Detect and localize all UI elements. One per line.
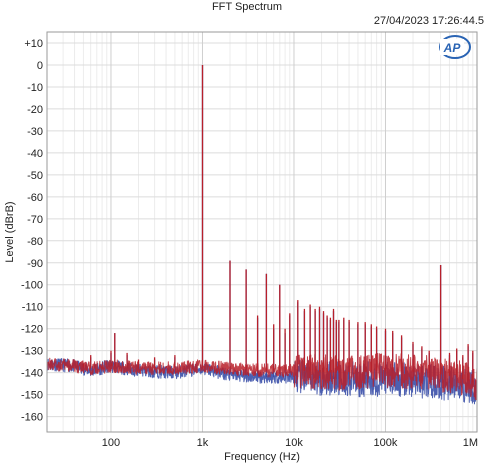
y-tick-label: -70: [27, 214, 43, 226]
x-tick-label: 100: [102, 437, 120, 449]
x-tick-label: 100k: [374, 437, 398, 449]
y-tick-label: -100: [21, 280, 43, 292]
y-tick-label: -90: [27, 258, 43, 270]
y-tick-label: -110: [22, 302, 43, 314]
plot-border: [46, 31, 478, 433]
y-tick-label: -50: [27, 170, 43, 182]
x-tick-label: 10k: [285, 437, 303, 449]
y-tick-label: +10: [24, 38, 43, 50]
timestamp: 27/04/2023 17:26:44.5: [374, 15, 484, 27]
chart-title: FFT Spectrum: [212, 1, 282, 13]
y-axis-ticks: +10 0 -10 -20 -30 -40 -50 -60 -70 -80 -90 -100 -110 -…: [21, 38, 43, 424]
series-layer: [46, 65, 478, 405]
y-tick-label: -10: [27, 82, 43, 94]
y-tick-label: -140: [21, 368, 43, 380]
y-tick-label: -130: [21, 346, 43, 358]
y-tick-label: 0: [37, 60, 43, 72]
x-tick-label: 1k: [197, 437, 209, 449]
y-tick-label: -40: [27, 148, 43, 160]
y-tick-label: -120: [21, 324, 43, 336]
y-tick-label: -60: [27, 192, 43, 204]
ap-logo: AP: [439, 35, 471, 59]
ap-logo-text: AP: [443, 41, 462, 55]
x-axis-label: Frequency (Hz): [224, 451, 300, 463]
y-tick-label: -20: [27, 104, 43, 116]
x-axis-ticks: 100 1k 10k 100k 1M: [102, 437, 478, 449]
y-axis-label: Level (dBrB): [4, 201, 16, 262]
x-tick-label: 1M: [463, 437, 478, 449]
y-tick-label: -150: [21, 390, 43, 402]
y-tick-label: -160: [21, 412, 43, 424]
y-tick-label: -30: [27, 126, 43, 138]
series-trace: [46, 353, 478, 401]
y-tick-label: -80: [27, 236, 43, 248]
